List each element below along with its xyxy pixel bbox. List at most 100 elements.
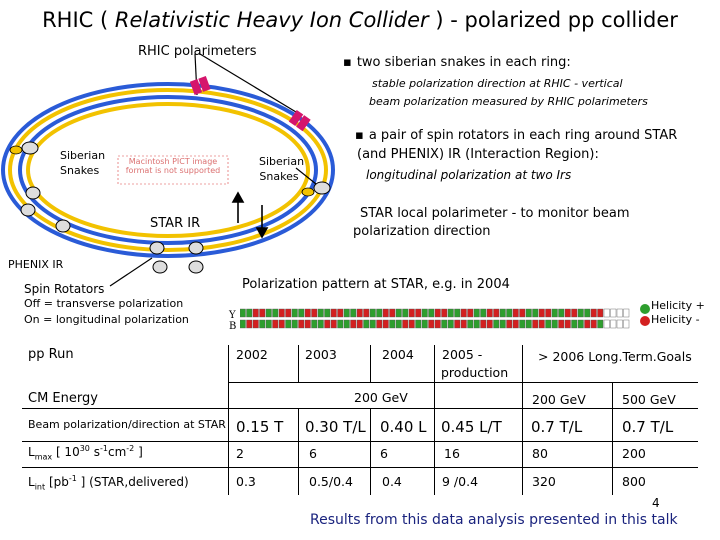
bunch-mark	[291, 319, 298, 329]
lmax-2002: 2	[236, 446, 244, 461]
bunch-mark	[265, 319, 272, 329]
bunch-mark	[493, 308, 500, 318]
bunch-mark	[512, 308, 519, 318]
bunch-mark	[597, 319, 604, 329]
note-spin-rotators-line2: (and PHENIX) IR (Interaction Region):	[357, 147, 599, 162]
table-rule	[298, 409, 299, 495]
bunch-mark	[532, 319, 539, 329]
lmax-2004: 6	[380, 446, 388, 461]
lint-2004: 0.4	[382, 474, 402, 489]
bunch-mark	[356, 319, 363, 329]
bunch-mark	[246, 319, 253, 329]
bunch-mark	[506, 308, 513, 318]
bunch-mark	[610, 319, 617, 329]
bunch-mark	[265, 308, 272, 318]
row-label-lmax: Lmax [ 1030 s-1cm-2 ]	[28, 444, 143, 462]
bunch-mark	[376, 308, 383, 318]
bunch-mark	[402, 319, 409, 329]
energy-lt-200gev: 200 GeV	[532, 392, 586, 407]
bunch-mark	[623, 319, 630, 329]
bunch-mark	[272, 308, 279, 318]
beampol-2002: 0.15 T	[236, 418, 284, 436]
bunch-mark	[311, 319, 318, 329]
page-title: RHIC ( Relativistic Heavy Ion Collider )…	[42, 8, 678, 32]
bunch-mark	[545, 308, 552, 318]
note-siberian-sub1: stable polarization direction at RHIC - …	[372, 77, 623, 90]
note-spin-rotators-line1: a pair of spin rotators in each ring aro…	[355, 128, 677, 143]
bunch-mark	[571, 308, 578, 318]
on-longitudinal-label: On = longitudinal polarization	[24, 313, 189, 326]
bunch-mark	[304, 308, 311, 318]
bunch-mark	[603, 308, 610, 318]
table-rule	[522, 345, 523, 495]
bunch-mark	[402, 308, 409, 318]
lint-2003: 0.5/0.4	[309, 474, 353, 489]
spin-rotator-phenix-2	[188, 241, 204, 255]
bunch-mark	[473, 308, 480, 318]
bunch-mark	[577, 319, 584, 329]
inner-ring-yellow	[26, 102, 310, 238]
bunch-mark	[389, 319, 396, 329]
helicity-minus-swatch	[640, 316, 650, 326]
page-number: 4	[652, 496, 660, 510]
bunch-mark	[252, 308, 259, 318]
bunch-mark	[467, 308, 474, 318]
table-rule	[370, 345, 371, 383]
bunch-mark	[350, 319, 357, 329]
bunch-mark	[428, 308, 435, 318]
bunch-mark	[558, 308, 565, 318]
bunch-mark	[298, 319, 305, 329]
spin-rotator-left-low	[55, 219, 71, 233]
bunch-mark	[395, 308, 402, 318]
bunch-mark	[610, 308, 617, 318]
bunch-mark	[480, 319, 487, 329]
star-ir-label: STAR IR	[150, 216, 201, 231]
bunch-mark	[415, 308, 422, 318]
bunch-mark	[304, 319, 311, 329]
bunch-mark	[538, 319, 545, 329]
siberian-snakes-right-label: Siberian Snakes	[259, 155, 305, 183]
table-rule	[22, 441, 698, 442]
siberian-snake-left	[9, 141, 39, 155]
bunch-mark	[324, 319, 331, 329]
bunch-mark	[616, 319, 623, 329]
lmax-2003: 6	[309, 446, 317, 461]
bunch-mark	[389, 308, 396, 318]
polarimeter-marker-top	[189, 75, 211, 95]
lint-2002: 0.3	[236, 474, 256, 489]
bunch-mark	[311, 308, 318, 318]
bunch-mark	[259, 308, 266, 318]
note-local-polarimeter-line2: polarization direction	[353, 224, 491, 239]
bunch-mark	[590, 308, 597, 318]
bunch-mark	[590, 319, 597, 329]
polarization-pattern-strip	[240, 308, 630, 329]
lmax-lt2: 200	[622, 446, 646, 461]
bunch-mark	[584, 319, 591, 329]
bunch-mark	[408, 308, 415, 318]
bunch-mark	[317, 308, 324, 318]
lmax-lt1: 80	[532, 446, 548, 461]
bunch-mark	[330, 308, 337, 318]
bunch-mark	[480, 308, 487, 318]
row-label-pp-run: pp Run	[28, 347, 74, 362]
bunch-mark	[415, 319, 422, 329]
outer-ring-blue	[1, 82, 335, 258]
bunch-mark	[486, 308, 493, 318]
siberian-snake-right	[301, 181, 331, 197]
bunch-mark	[382, 319, 389, 329]
off-transverse-label: Off = transverse polarization	[24, 297, 184, 310]
bunch-mark	[356, 308, 363, 318]
bunch-mark	[564, 319, 571, 329]
helicity-plus-label: Helicity +	[651, 299, 705, 312]
year-2005-line2: production	[441, 365, 509, 380]
table-rule	[22, 408, 698, 409]
inner-ring-blue	[18, 95, 318, 245]
note-siberian-sub2: beam polarization measured by RHIC polar…	[369, 95, 648, 108]
bunch-mark	[421, 319, 428, 329]
bunch-mark	[441, 308, 448, 318]
bunch-mark	[623, 308, 630, 318]
helicity-minus-label: Helicity -	[651, 313, 700, 326]
rhic-polarimeters-label: RHIC polarimeters	[138, 44, 257, 59]
rotator-pointer	[109, 257, 153, 287]
bunch-mark	[434, 308, 441, 318]
